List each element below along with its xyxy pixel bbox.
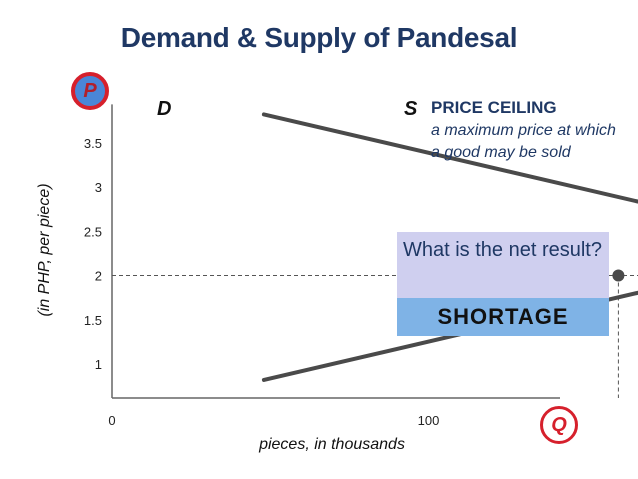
- x-tick-label: 100: [418, 413, 440, 428]
- quantity-axis-badge: Q: [540, 406, 578, 444]
- price-ceiling-note: PRICE CEILING a maximum price at which a…: [431, 98, 621, 164]
- y-tick-label: 1: [95, 357, 102, 372]
- y-tick-label: 3.5: [84, 136, 102, 151]
- y-tick-label: 2.5: [84, 224, 102, 239]
- price-ceiling-title: PRICE CEILING: [431, 98, 557, 117]
- y-axis-label: (in PHP, per piece): [36, 183, 53, 317]
- points: [612, 269, 625, 282]
- demand-curve: [261, 112, 638, 204]
- y-tick-label: 1.5: [84, 313, 102, 328]
- demand-curve-label: D: [157, 98, 172, 120]
- y-tick-label: 2: [95, 269, 102, 284]
- quantity-supplied-point: [612, 269, 625, 282]
- price-axis-badge: P: [71, 72, 109, 110]
- question-box: What is the net result?: [397, 232, 609, 298]
- price-ceiling-description: a maximum price at which a good may be s…: [431, 122, 616, 161]
- x-tick-label: 0: [108, 413, 115, 428]
- x-axis-label: pieces, in thousands: [259, 436, 405, 453]
- axes: [111, 104, 560, 399]
- tick-labels: 11.522.533.50100200300400500: [84, 136, 440, 428]
- chart-title: Demand & Supply of Pandesal: [120, 22, 518, 53]
- supply-curve-label: S: [404, 98, 418, 120]
- y-tick-label: 3: [95, 180, 102, 195]
- answer-box: SHORTAGE: [397, 298, 609, 336]
